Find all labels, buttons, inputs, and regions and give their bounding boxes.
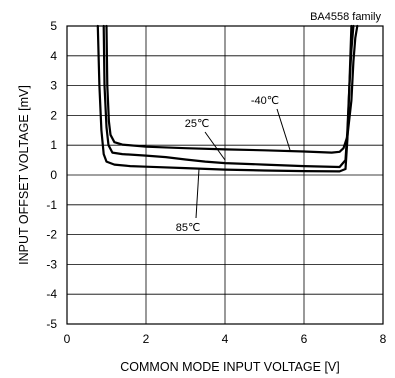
series-line-0 bbox=[105, 24, 359, 154]
plot-area bbox=[66, 24, 384, 325]
y-axis-label: INPUT OFFSET VOLTAGE [mV] bbox=[17, 85, 31, 265]
y-tick-label: -4 bbox=[46, 287, 57, 301]
series-label-25: 25℃ bbox=[185, 118, 226, 161]
series-label-minus40-text: -40℃ bbox=[251, 95, 279, 107]
y-tick-label: -2 bbox=[46, 228, 57, 242]
plot-frame bbox=[66, 25, 384, 325]
y-tick-label: -5 bbox=[46, 317, 57, 331]
x-tick-label: 8 bbox=[380, 332, 387, 346]
series-label-minus40-leader bbox=[276, 108, 291, 151]
x-axis-label: COMMON MODE INPUT VOLTAGE [V] bbox=[120, 360, 339, 374]
y-tick-label: 1 bbox=[50, 138, 57, 152]
y-tick-label: 2 bbox=[50, 108, 57, 122]
x-tick-labels: 0 2 4 6 8 bbox=[64, 332, 387, 346]
x-tick-label: 6 bbox=[301, 332, 308, 346]
series-label-25-leader bbox=[204, 131, 226, 161]
grid-lines bbox=[67, 26, 383, 324]
x-tick-label: 0 bbox=[64, 332, 71, 346]
y-tick-label: 3 bbox=[50, 79, 57, 93]
y-tick-label: -3 bbox=[46, 257, 57, 271]
series-label-85: 85℃ bbox=[176, 168, 201, 234]
y-tick-labels: 5 4 3 2 1 0 -1 -2 -3 -4 -5 bbox=[46, 19, 57, 331]
y-tick-label: 0 bbox=[50, 168, 57, 182]
series-line-2 bbox=[96, 24, 353, 173]
series-lines bbox=[96, 24, 359, 173]
y-tick-label: -1 bbox=[46, 198, 57, 212]
x-tick-label: 2 bbox=[143, 332, 150, 346]
series-label-85-text: 85℃ bbox=[176, 222, 201, 234]
chart-annotation: BA4558 family bbox=[310, 11, 381, 23]
series-label-25-text: 25℃ bbox=[185, 118, 210, 130]
y-tick-label: 4 bbox=[50, 49, 57, 63]
series-label-85-leader bbox=[195, 168, 200, 219]
y-tick-label: 5 bbox=[50, 19, 57, 33]
series-label-minus40: -40℃ bbox=[251, 95, 291, 151]
x-tick-label: 4 bbox=[222, 332, 229, 346]
